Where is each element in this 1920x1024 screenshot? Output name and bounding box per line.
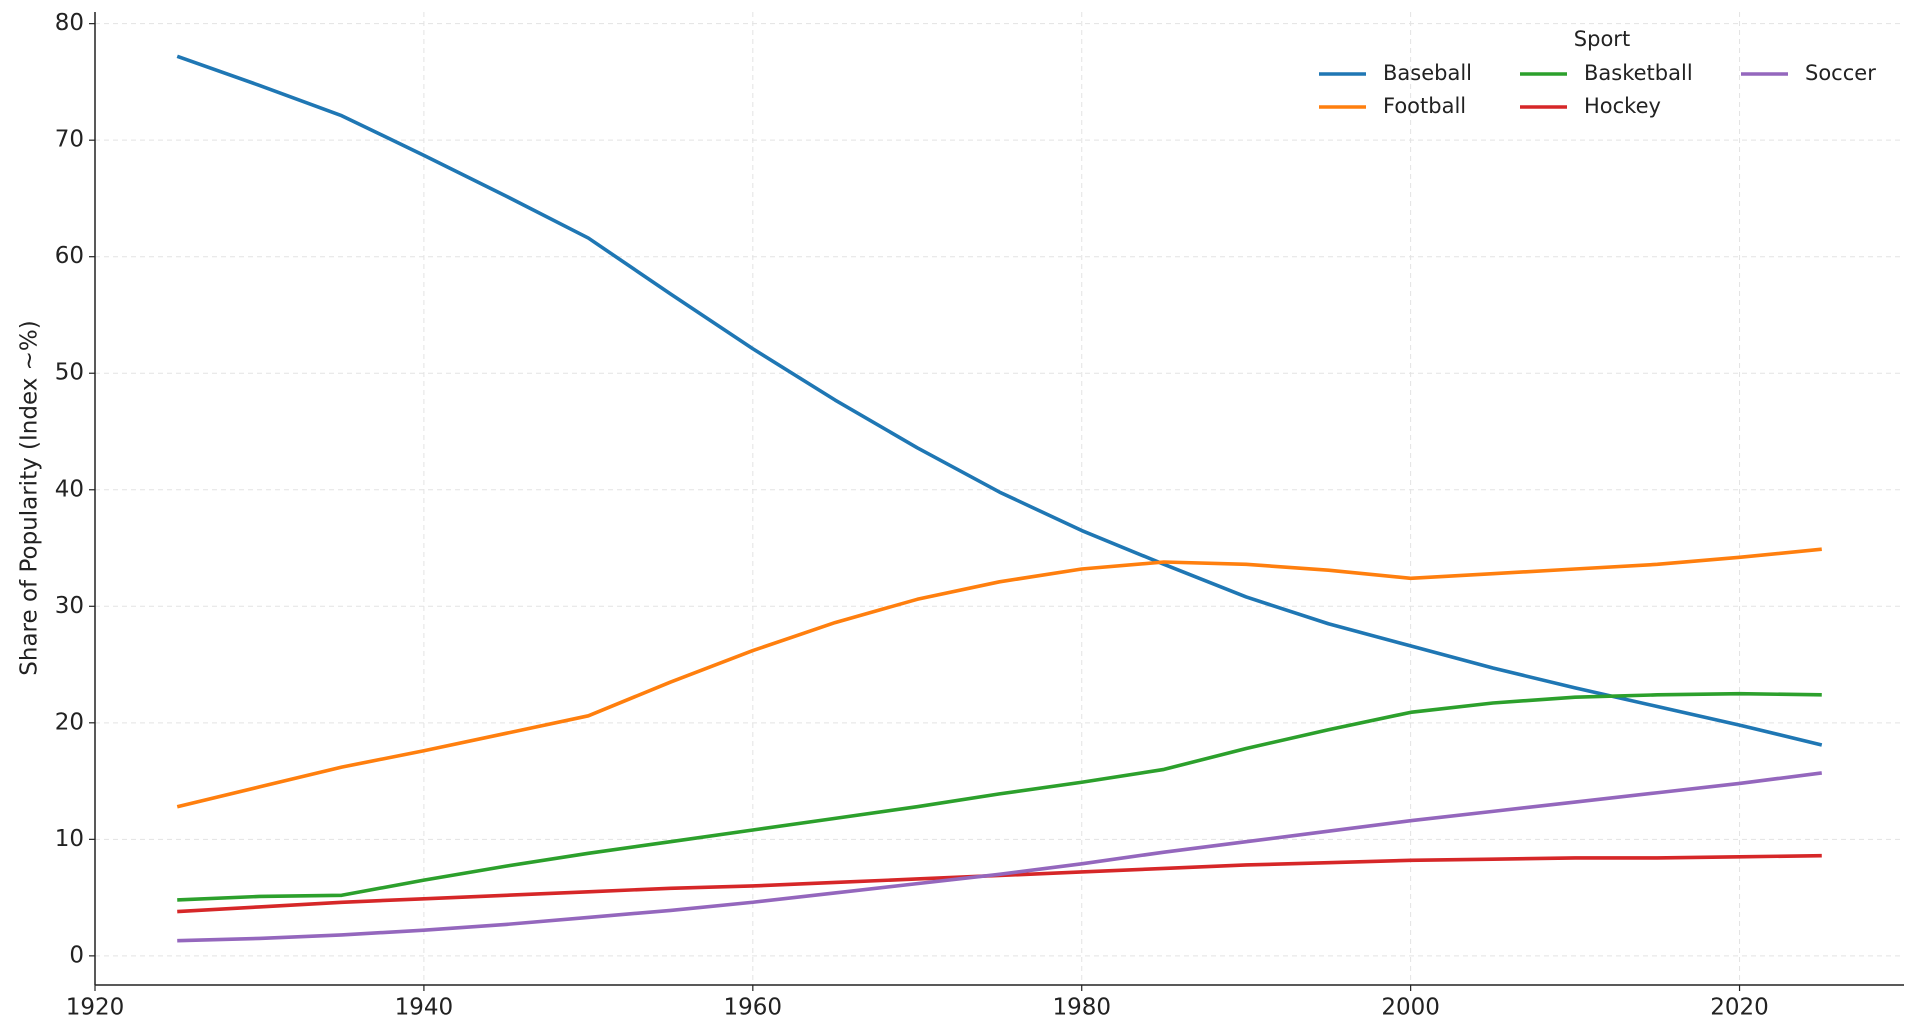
line-series (177, 771, 1822, 943)
y-tick-label: 50 (55, 360, 84, 386)
line-series (177, 691, 1822, 902)
legend-title: Sport (1574, 27, 1630, 51)
x-tick-label: 1940 (395, 995, 454, 1021)
legend-label: Basketball (1584, 61, 1693, 85)
y-tick-label: 80 (55, 10, 84, 36)
line-series (176, 54, 1823, 747)
y-tick-label: 20 (55, 709, 84, 735)
y-tick-label: 60 (55, 243, 84, 269)
x-tick-label: 1960 (724, 995, 783, 1021)
legend-label: Baseball (1383, 61, 1472, 85)
y-tick-label: 10 (55, 826, 84, 852)
legend-label: Football (1383, 94, 1466, 118)
y-tick-label: 40 (55, 476, 84, 502)
legend-label: Soccer (1805, 61, 1876, 85)
y-axis-label: Share of Popularity (Index ~%) (17, 320, 43, 675)
y-tick-label: 70 (55, 127, 84, 153)
x-tick-label: 1920 (66, 995, 125, 1021)
x-tick-label: 1980 (1052, 995, 1111, 1021)
x-tick-label: 2000 (1381, 995, 1440, 1021)
x-tick-label: 2020 (1710, 995, 1769, 1021)
y-tick-label: 0 (69, 942, 84, 968)
y-tick-label: 30 (55, 593, 84, 619)
line-series (176, 547, 1822, 809)
legend-label: Hockey (1584, 94, 1661, 118)
